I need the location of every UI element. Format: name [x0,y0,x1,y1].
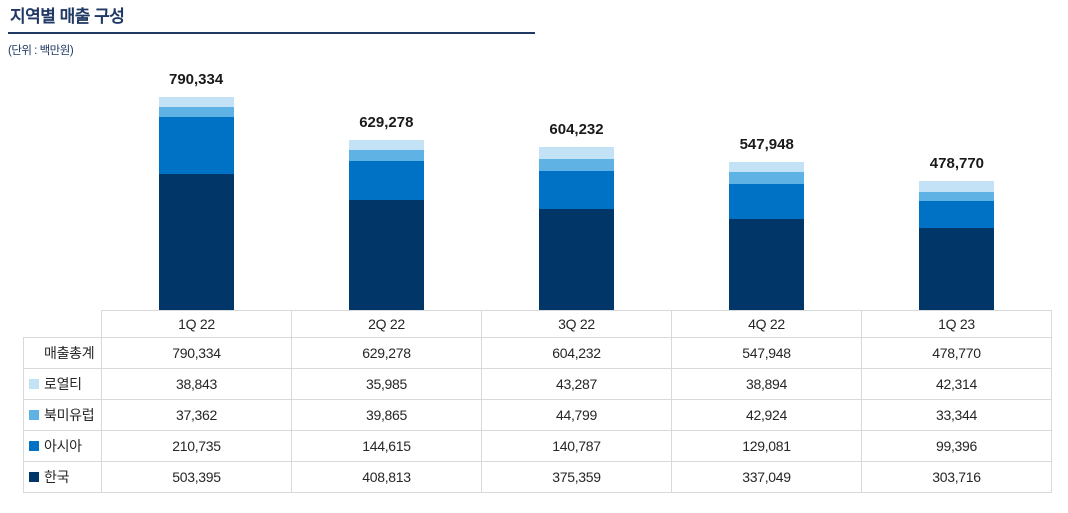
value-cell: 99,396 [861,430,1052,462]
table-row-아시아: 아시아 210,735 144,615 140,787 129,081 99,396 [23,430,1052,462]
value-cell: 39,865 [291,399,482,431]
bar-segment-한국 [729,219,805,310]
column-header-2q22: 2Q 22 [291,310,482,338]
bar-segment-북미유럽 [729,172,805,184]
table-row-북미유럽: 북미유럽 37,362 39,865 44,799 42,924 33,344 [23,399,1052,431]
bar-column-2q22: 629,278 [291,114,481,310]
stacked-bar [729,162,805,310]
table-row-total: 매출총계 790,334 629,278 604,232 547,948 478,770 [23,337,1052,369]
value-cell: 478,770 [861,337,1052,369]
row-label: 북미유럽 [44,407,95,423]
row-label: 매출총계 [44,345,95,361]
row-label-cell: 한국 [23,461,102,493]
value-cell: 44,799 [481,399,672,431]
stacked-bar [539,147,614,310]
row-label: 로열티 [44,376,82,392]
value-cell: 37,362 [101,399,292,431]
bar-total-label: 629,278 [359,114,414,131]
bar-segment-한국 [158,174,234,310]
column-header-3q22: 3Q 22 [481,310,672,338]
value-cell: 375,359 [481,461,672,493]
value-cell: 144,615 [291,430,482,462]
page-title: 지역별 매출 구성 [10,7,125,26]
bar-segment-북미유럽 [158,107,234,117]
value-cell: 604,232 [481,337,672,369]
bar-total-label: 478,770 [929,155,985,172]
bar-segment-아시아 [919,201,995,228]
bar-total-label: 547,948 [739,136,794,153]
bar-segment-아시아 [348,161,424,200]
bar-total-label: 790,334 [168,71,224,88]
bar-segment-북미유럽 [919,192,995,201]
table-header-row: 1Q 22 2Q 22 3Q 22 4Q 22 1Q 23 [24,310,1052,338]
bar-segment-북미유럽 [348,150,424,161]
legend-swatch-placeholder [29,348,39,358]
column-header-1q22: 1Q 22 [101,310,292,338]
bar-segment-로열티 [919,181,995,192]
row-label-cell: 매출총계 [23,337,102,369]
value-cell: 38,894 [671,368,862,400]
bar-segment-아시아 [729,184,805,219]
stacked-bar [348,140,424,310]
bar-segment-한국 [539,209,614,310]
stacked-bar [158,97,234,310]
stacked-bar [919,181,995,310]
row-label-cell: 로열티 [23,368,102,400]
table-corner-cell [24,311,102,338]
row-label-cell: 아시아 [23,430,102,462]
bar-column-1q22: 790,334 [101,71,291,310]
value-cell: 129,081 [671,430,862,462]
value-cell: 790,334 [101,337,292,369]
column-header-4q22: 4Q 22 [671,310,862,338]
value-cell: 408,813 [291,461,482,493]
value-cell: 503,395 [101,461,292,493]
value-cell: 38,843 [101,368,292,400]
bar-total-label: 604,232 [549,121,604,138]
bar-column-1q23: 478,770 [862,155,1052,310]
bar-segment-로열티 [539,147,614,159]
value-cell: 337,049 [671,461,862,493]
page: 지역별 매출 구성 (단위 : 백만원) 790,334 629,278 604,2… [8,7,1052,493]
row-label-cell: 북미유럽 [23,399,102,431]
bar-segment-북미유럽 [539,159,614,171]
title-underline [8,32,535,34]
row-label: 한국 [44,469,70,485]
bar-segment-로열티 [348,140,424,150]
table-row-한국: 한국 503,395 408,813 375,359 337,049 303,716 [23,461,1052,493]
column-header-1q23: 1Q 23 [861,310,1052,338]
value-cell: 43,287 [481,368,672,400]
value-cell: 33,344 [861,399,1052,431]
bar-column-3q22: 604,232 [481,121,671,310]
row-label: 아시아 [44,438,82,454]
chart-area: 790,334 629,278 604,232 547,948 478,770 1Q 2… [23,58,1052,493]
value-cell: 42,314 [861,368,1052,400]
value-cell: 42,924 [671,399,862,431]
bar-segment-아시아 [158,117,234,174]
value-cell: 210,735 [101,430,292,462]
legend-swatch-북미유럽 [29,410,39,420]
bar-segment-로열티 [158,97,234,107]
value-cell: 35,985 [291,368,482,400]
value-cell: 629,278 [291,337,482,369]
bar-column-4q22: 547,948 [672,136,862,310]
value-cell: 140,787 [481,430,672,462]
bar-segment-한국 [919,228,995,310]
stacked-bar-chart: 790,334 629,278 604,232 547,948 478,770 [23,58,1052,310]
table-row-로열티: 로열티 38,843 35,985 43,287 38,894 42,314 [23,368,1052,400]
value-cell: 303,716 [861,461,1052,493]
bar-segment-로열티 [729,162,805,172]
value-cell: 547,948 [671,337,862,369]
legend-swatch-아시아 [29,441,39,451]
unit-note: (단위 : 백만원) [8,45,74,57]
bar-segment-아시아 [539,171,614,209]
data-table: 1Q 22 2Q 22 3Q 22 4Q 22 1Q 23 매출총계 790,334 629,… [23,310,1052,493]
legend-swatch-로열티 [29,379,39,389]
bar-segment-한국 [348,200,424,310]
legend-swatch-한국 [29,472,39,482]
